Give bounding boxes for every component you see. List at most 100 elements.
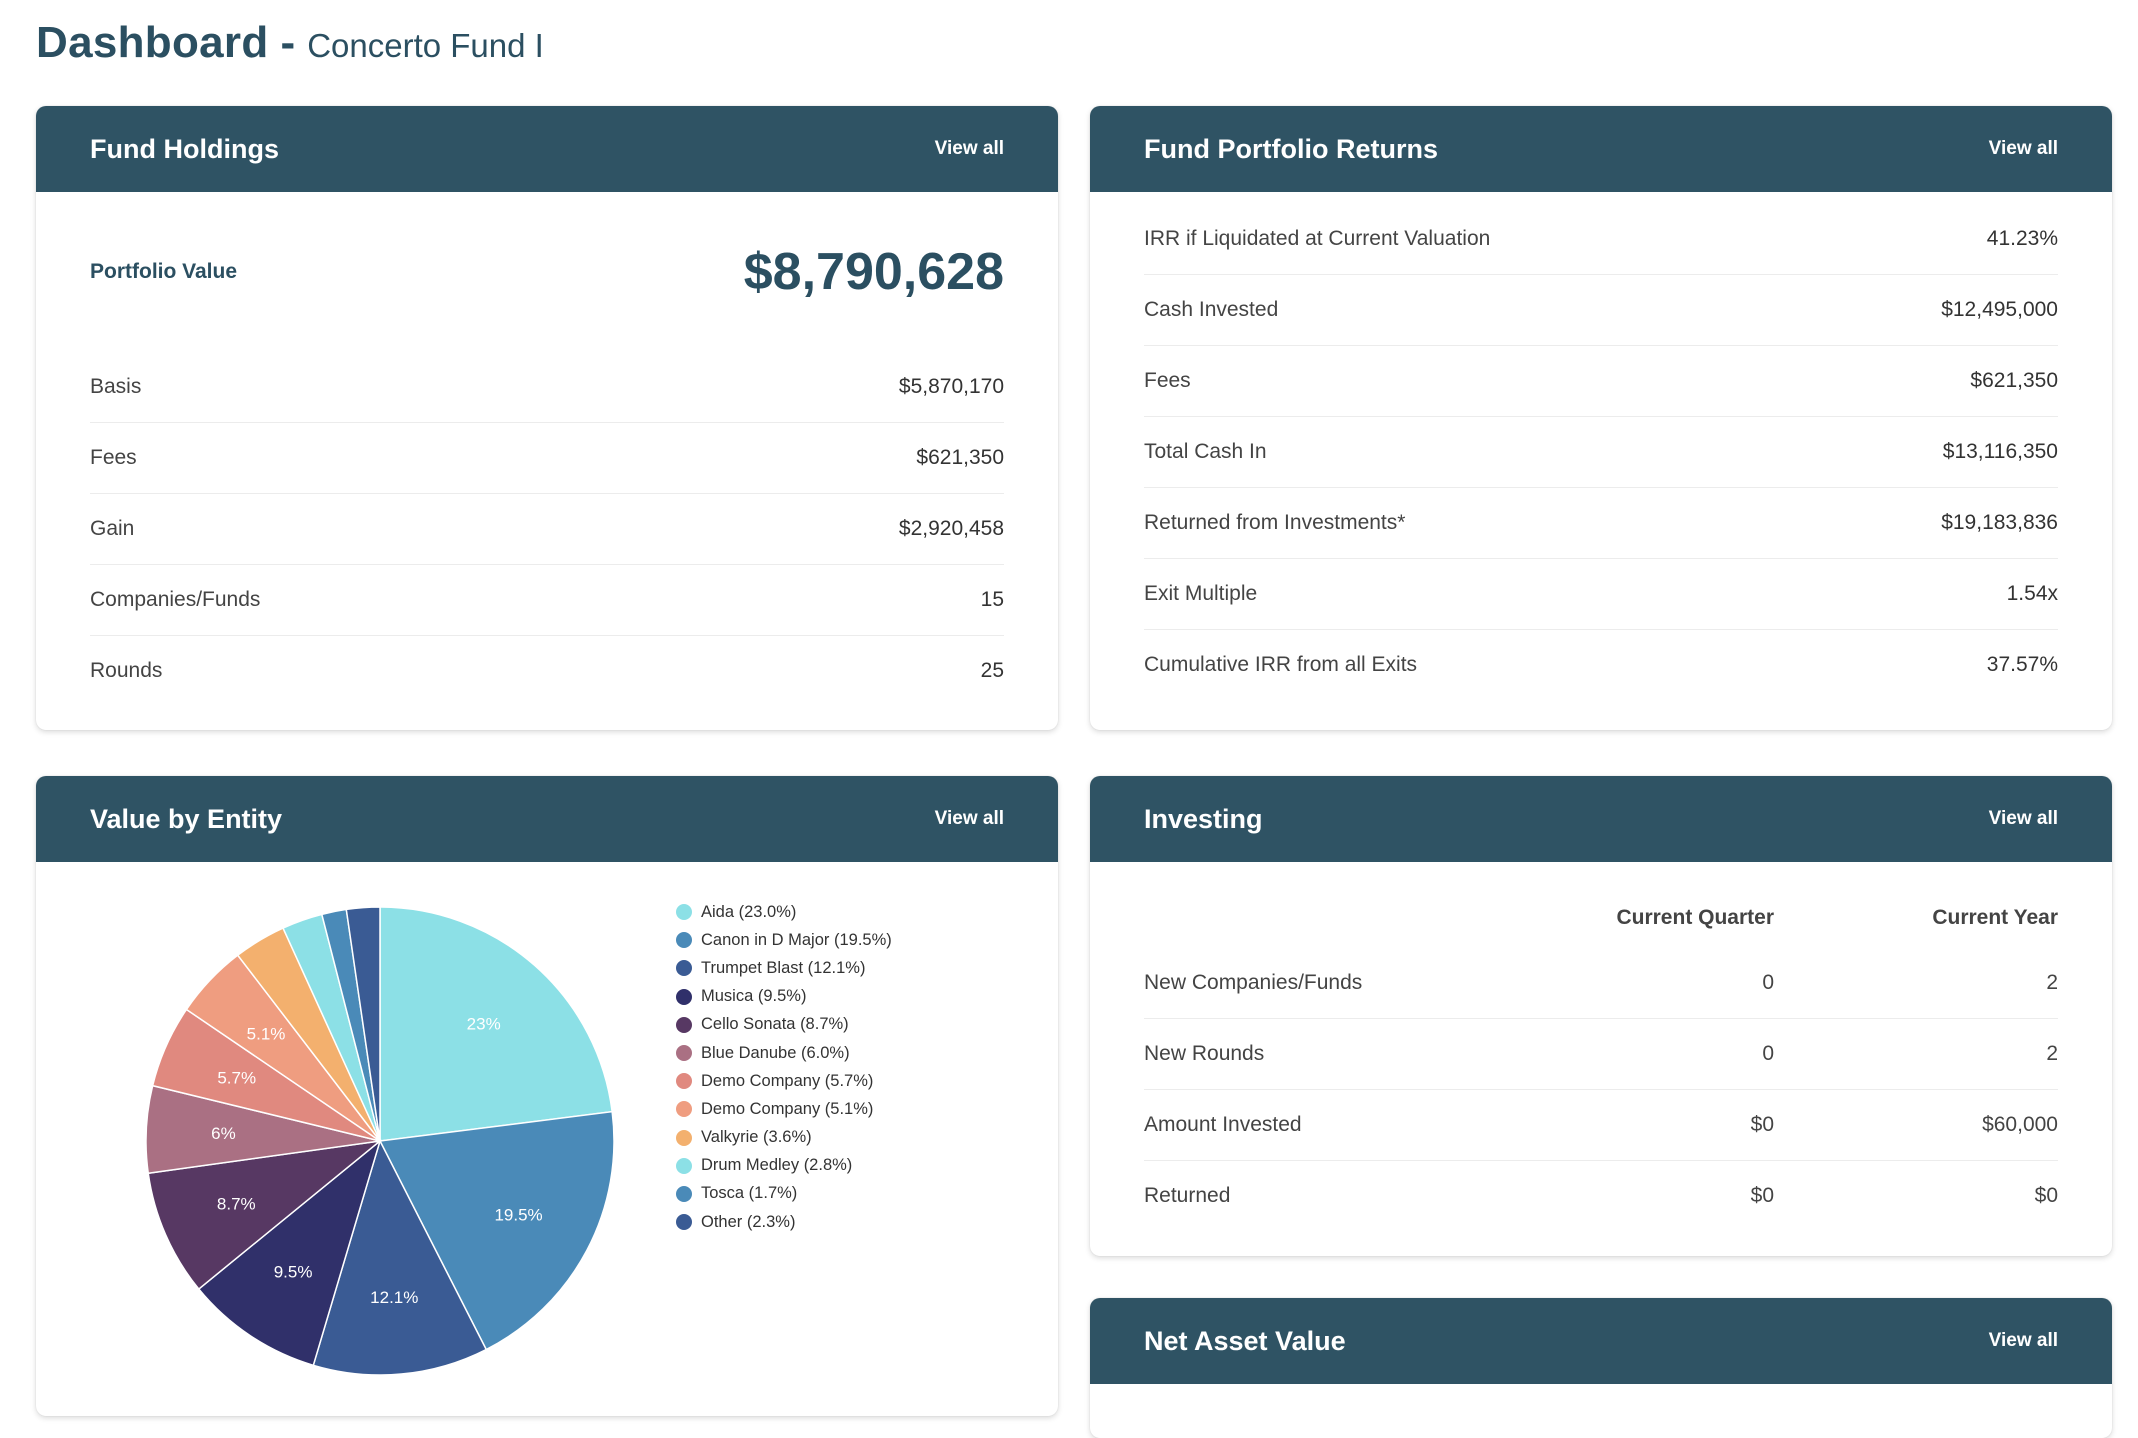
table-row: New Rounds 0 2 <box>1144 1019 2058 1090</box>
year-value: $60,000 <box>1982 1113 2058 1136</box>
row-label: New Rounds <box>1144 1042 1265 1065</box>
net-asset-value-card: Net Asset Value View all <box>1090 1298 2112 1438</box>
holdings-row: Rounds 25 <box>90 636 1004 706</box>
investing-title: Investing <box>1144 803 1263 834</box>
investing-header: Investing View all <box>1090 776 2112 862</box>
quarter-value: 0 <box>1762 971 1774 994</box>
holdings-row: Companies/Funds 15 <box>90 565 1004 636</box>
fund-returns-title: Fund Portfolio Returns <box>1144 133 1438 164</box>
legend-label: Demo Company (5.7%) <box>701 1071 874 1090</box>
legend-swatch <box>676 1129 692 1146</box>
legend-item[interactable]: Demo Company (5.1%) <box>676 1095 892 1123</box>
investing-table-header: Current Quarter Current Year <box>1144 888 2058 948</box>
legend-item[interactable]: Blue Danube (6.0%) <box>676 1039 892 1067</box>
investing-view-all-link[interactable]: View all <box>1988 808 2058 829</box>
legend-item[interactable]: Tosca (1.7%) <box>676 1180 892 1208</box>
legend-swatch <box>676 1045 692 1062</box>
legend-label: Musica (9.5%) <box>701 987 807 1006</box>
returns-row-label: Returned from Investments* <box>1144 511 1406 534</box>
holdings-row-label: Companies/Funds <box>90 588 261 611</box>
returns-row: Total Cash In $13,116,350 <box>1144 417 2058 488</box>
legend-item[interactable]: Demo Company (5.7%) <box>676 1067 892 1095</box>
table-row: New Companies/Funds 0 2 <box>1144 948 2058 1019</box>
net-asset-value-header: Net Asset Value View all <box>1090 1298 2112 1384</box>
returns-row-value: $19,183,836 <box>1941 511 2058 534</box>
returns-row-label: Total Cash In <box>1144 440 1267 463</box>
fund-returns-card: Fund Portfolio Returns View all IRR if L… <box>1090 106 2112 730</box>
legend-item[interactable]: Valkyrie (3.6%) <box>676 1124 892 1152</box>
holdings-row-value: $621,350 <box>916 446 1004 469</box>
returns-row-value: 37.57% <box>1986 653 2058 676</box>
value-by-entity-title: Value by Entity <box>90 803 283 834</box>
fund-name: Concerto Fund I <box>307 27 544 64</box>
holdings-row-label: Gain <box>90 517 135 540</box>
portfolio-value: $8,790,628 <box>743 243 1004 301</box>
year-value: 2 <box>2046 1042 2058 1065</box>
legend-item[interactable]: Aida (23.0%) <box>676 898 892 926</box>
holdings-row-label: Fees <box>90 446 137 469</box>
net-asset-value-view-all-link[interactable]: View all <box>1988 1330 2058 1351</box>
legend-label: Drum Medley (2.8%) <box>701 1156 853 1175</box>
holdings-row-label: Rounds <box>90 659 163 682</box>
legend-label: Tosca (1.7%) <box>701 1184 798 1203</box>
legend-label: Cello Sonata (8.7%) <box>701 1015 849 1034</box>
legend-item[interactable]: Canon in D Major (19.5%) <box>676 926 892 954</box>
year-value: 2 <box>2046 971 2058 994</box>
legend-item[interactable]: Trumpet Blast (12.1%) <box>676 954 892 982</box>
row-label: New Companies/Funds <box>1144 971 1363 994</box>
legend-item[interactable]: Cello Sonata (8.7%) <box>676 1011 892 1039</box>
portfolio-value-row: Portfolio Value $8,790,628 <box>90 192 1004 352</box>
fund-returns-header: Fund Portfolio Returns View all <box>1090 106 2112 192</box>
returns-row-value: $12,495,000 <box>1941 298 2058 321</box>
legend-label: Demo Company (5.1%) <box>701 1099 874 1118</box>
legend-item[interactable]: Musica (9.5%) <box>676 983 892 1011</box>
returns-row: Returned from Investments* $19,183,836 <box>1144 488 2058 559</box>
legend-label: Blue Danube (6.0%) <box>701 1043 850 1062</box>
legend-swatch <box>676 904 692 921</box>
value-by-entity-view-all-link[interactable]: View all <box>934 808 1004 829</box>
legend-item[interactable]: Drum Medley (2.8%) <box>676 1152 892 1180</box>
holdings-row: Basis $5,870,170 <box>90 352 1004 423</box>
value-by-entity-card: Value by Entity View all <box>36 776 1058 1416</box>
returns-row: IRR if Liquidated at Current Valuation 4… <box>1144 204 2058 275</box>
returns-row-label: Cumulative IRR from all Exits <box>1144 653 1418 676</box>
fund-returns-view-all-link[interactable]: View all <box>1988 138 2058 159</box>
holdings-row-label: Basis <box>90 375 142 398</box>
quarter-value: 0 <box>1762 1042 1774 1065</box>
legend-swatch <box>676 932 692 949</box>
value-by-entity-header: Value by Entity View all <box>36 776 1058 862</box>
returns-row-label: Exit Multiple <box>1144 582 1258 605</box>
legend-item[interactable]: Other (2.3%) <box>676 1208 892 1236</box>
legend-label: Canon in D Major (19.5%) <box>701 930 892 949</box>
fund-holdings-rows: Portfolio Value $8,790,628 Basis $5,870,… <box>36 192 1058 706</box>
fund-holdings-view-all-link[interactable]: View all <box>934 138 1004 159</box>
fund-holdings-header: Fund Holdings View all <box>36 106 1058 192</box>
legend-swatch <box>676 1185 692 1202</box>
title-separator: - <box>280 18 296 67</box>
col-current-year: Current Year <box>1932 906 2058 929</box>
col-current-quarter: Current Quarter <box>1616 906 1774 929</box>
investing-card: Investing View all Current Quarter Curre… <box>1090 776 2112 1256</box>
page-header: Dashboard - Concerto Fund I <box>36 18 544 68</box>
legend-label: Other (2.3%) <box>701 1212 796 1231</box>
legend-swatch <box>676 1073 692 1090</box>
portfolio-value-label: Portfolio Value <box>90 260 238 283</box>
fund-returns-rows: IRR if Liquidated at Current Valuation 4… <box>1090 192 2112 700</box>
table-row: Returned $0 $0 <box>1144 1161 2058 1231</box>
fund-holdings-card: Fund Holdings View all Portfolio Value $… <box>36 106 1058 730</box>
row-label: Returned <box>1144 1184 1231 1207</box>
returns-row: Fees $621,350 <box>1144 346 2058 417</box>
net-asset-value-title: Net Asset Value <box>1144 1325 1346 1356</box>
year-value: $0 <box>2034 1184 2058 1207</box>
holdings-row-value: 15 <box>980 588 1004 611</box>
returns-row-value: 41.23% <box>1986 227 2058 250</box>
legend-swatch <box>676 1016 692 1033</box>
investing-table: Current Quarter Current Year New Compani… <box>1090 888 2112 1231</box>
returns-row-value: $13,116,350 <box>1942 440 2058 463</box>
legend-swatch <box>676 1157 692 1174</box>
page-title: Dashboard <box>36 18 269 67</box>
legend-swatch <box>676 1101 692 1118</box>
holdings-row-value: $5,870,170 <box>898 375 1004 398</box>
quarter-value: $0 <box>1750 1184 1774 1207</box>
returns-row-label: Fees <box>1144 369 1191 392</box>
